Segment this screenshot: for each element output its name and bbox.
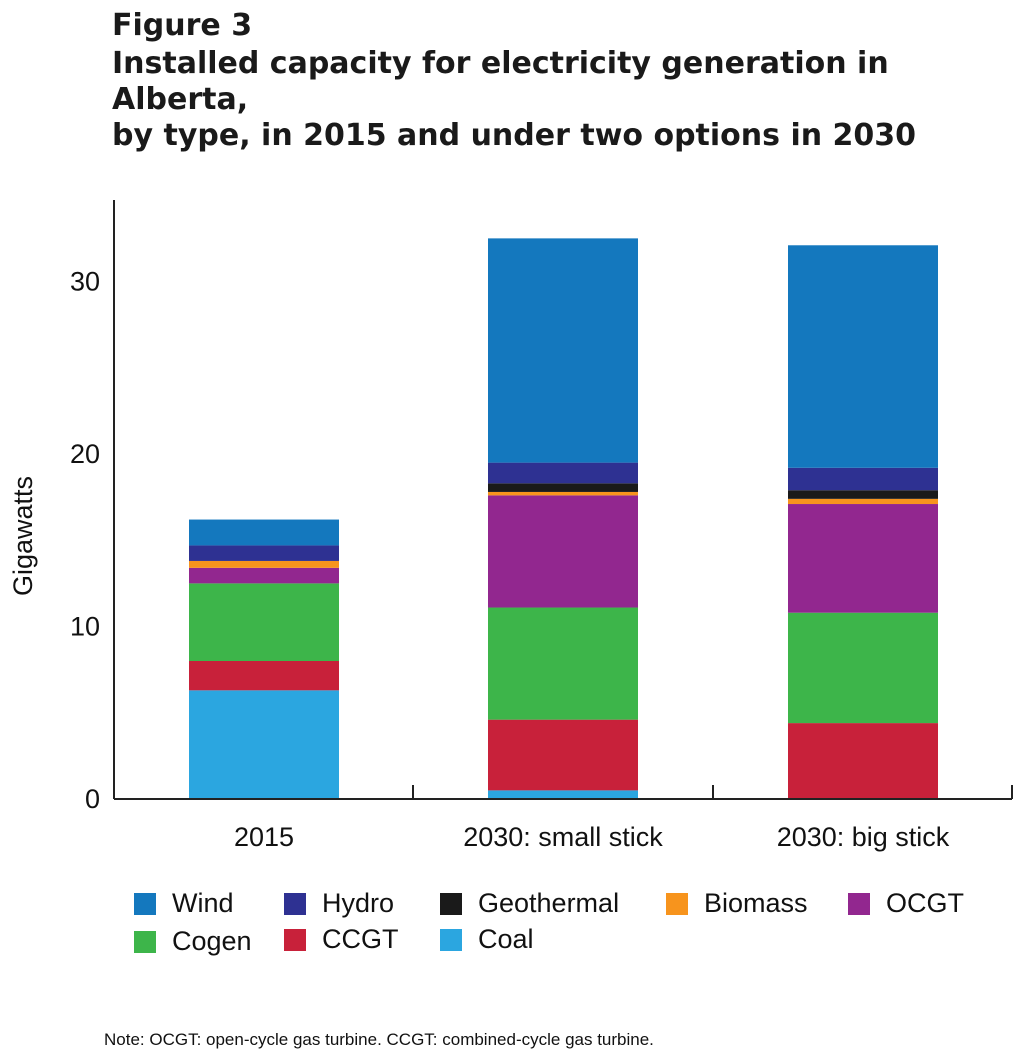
chart-title-line-2: by type, in 2015 and under two options i… [112,118,917,153]
bar-segment-2030-big-stick-ccgt [788,723,938,799]
bar-segment-2015-cogen [189,583,339,661]
x-tick-label-2015: 2015 [234,822,294,852]
bar-segment-2015-coal [189,690,339,799]
legend-item-coal: Coal [440,924,534,955]
bar-segment-2030-small-stick-hydro [488,462,638,484]
bar-segment-2015-ocgt [189,567,339,584]
legend-label-hydro: Hydro [322,888,395,918]
legend-item-wind: Wind [134,888,234,919]
bar-segment-2015-wind [189,519,339,546]
bar-segment-2030-big-stick-geothermal [788,490,938,499]
legend-item-geothermal: Geothermal [440,888,619,919]
bar-segment-2030-small-stick-ocgt [488,495,638,608]
legend-swatch-geothermal [440,892,462,915]
x-tick-label-2030-big-stick: 2030: big stick [777,822,950,852]
bar-segment-2030-big-stick-cogen [788,612,938,724]
bar-segment-2015-ccgt [189,661,339,691]
legend-label-wind: Wind [172,888,234,918]
bar-segment-2030-small-stick-wind [488,238,638,463]
legend-item-biomass: Biomass [666,888,808,919]
y-axis-title: Gigawatts [8,476,38,596]
y-tick-label-30: 30 [70,267,100,297]
bar-segment-2030-small-stick-ccgt [488,719,638,791]
legend-item-ccgt: CCGT [284,924,399,955]
legend-label-ocgt: OCGT [886,888,964,918]
legend-item-cogen: Cogen [134,926,252,957]
footnote: Note: OCGT: open-cycle gas turbine. CCGT… [104,1030,654,1049]
chart-title: Installed capacity for electricity gener… [112,46,1012,154]
bar-segment-2030-big-stick-biomass [788,498,938,505]
bar-segment-2030-small-stick-cogen [488,607,638,720]
legend-label-biomass: Biomass [704,888,808,918]
bar-segment-2015-hydro [189,545,339,561]
legend-swatch-ocgt [848,892,870,915]
bar-segment-2030-big-stick-wind [788,245,938,468]
legend-swatch-coal [440,928,462,951]
y-tick-label-0: 0 [85,784,100,814]
figure-label: Figure 3 [112,8,253,43]
bar-segment-2030-small-stick-biomass [488,491,638,496]
bar-segment-2030-small-stick-geothermal [488,483,638,492]
y-tick-label-10: 10 [70,612,100,642]
legend-swatch-biomass [666,892,688,915]
legend-swatch-ccgt [284,928,306,951]
legend-label-geothermal: Geothermal [478,888,620,918]
legend-swatch-wind [134,892,156,915]
legend-swatch-cogen [134,930,156,953]
bar-segment-2030-big-stick-ocgt [788,504,938,613]
legend-label-ccgt: CCGT [322,924,399,954]
legend-item-hydro: Hydro [284,888,394,919]
bar-segment-2030-big-stick-hydro [788,467,938,491]
chart-title-line-1: Installed capacity for electricity gener… [112,46,889,117]
bar-segment-2030-small-stick-coal [488,790,638,799]
legend-swatch-hydro [284,892,306,915]
bar-segment-2015-biomass [189,560,339,568]
legend-label-cogen: Cogen [172,926,252,956]
legend-label-coal: Coal [478,924,534,954]
stacked-bar-chart: 0 10 20 30 2015 2030: small stick 2030: big st… [8,200,1013,852]
legend-item-ocgt: OCGT [848,888,964,919]
y-tick-label-20: 20 [70,439,100,469]
x-tick-label-2030-small-stick: 2030: small stick [463,822,663,852]
